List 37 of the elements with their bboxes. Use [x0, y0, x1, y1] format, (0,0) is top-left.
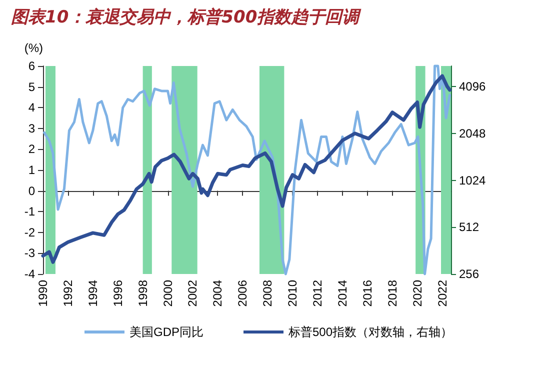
y-tick-label: 3 — [28, 121, 36, 136]
x-tick-label: 2000 — [160, 280, 175, 307]
y-tick-label: -2 — [24, 225, 36, 240]
x-tick-label: 2016 — [360, 280, 374, 307]
legend-label: 标普500指数（对数轴，右轴） — [287, 325, 453, 339]
y-tick-label: 6 — [28, 59, 36, 73]
y2-tick-label: 1024 — [459, 173, 486, 188]
x-tick-label: 1992 — [60, 280, 75, 307]
x-tick-label: 2018 — [385, 280, 400, 307]
y-tick-label: -1 — [24, 204, 36, 219]
x-tick-label: 2002 — [186, 280, 200, 307]
x-tick-label: 2014 — [335, 280, 350, 307]
x-tick-label: 1994 — [86, 280, 100, 307]
y-tick-label: -4 — [24, 267, 36, 281]
x-tick-label: 2012 — [310, 280, 324, 307]
x-tick-label: 1990 — [36, 280, 50, 307]
y2-tick-label: 512 — [459, 220, 480, 234]
y2-tick-label: 2048 — [459, 126, 486, 140]
x-tick-label: 2006 — [236, 280, 250, 307]
x-tick-label: 2008 — [260, 280, 275, 307]
y2-tick-label: 256 — [459, 267, 480, 281]
y-tick-label: 5 — [28, 80, 36, 94]
x-tick-label: 2004 — [210, 280, 225, 307]
x-tick-label: 2020 — [410, 280, 424, 307]
x-tick-label: 1996 — [110, 280, 125, 307]
y2-tick-label: 4096 — [459, 80, 486, 94]
legend-label: 美国GDP同比 — [129, 325, 204, 339]
y-tick-label: -3 — [24, 246, 36, 260]
y-tick-label: 1 — [28, 163, 36, 177]
y-tick-label: 2 — [28, 142, 36, 156]
x-tick-label: 1998 — [136, 280, 150, 307]
y-tick-label: 4 — [28, 100, 36, 115]
y-axis-title: (%) — [24, 41, 43, 55]
chart-title: 图表10：衰退交易中，标普500指数趋于回调 — [11, 6, 362, 28]
x-tick-label: 2022 — [435, 280, 450, 307]
x-tick-label: 2010 — [286, 280, 300, 307]
y-tick-label: 0 — [28, 184, 36, 198]
